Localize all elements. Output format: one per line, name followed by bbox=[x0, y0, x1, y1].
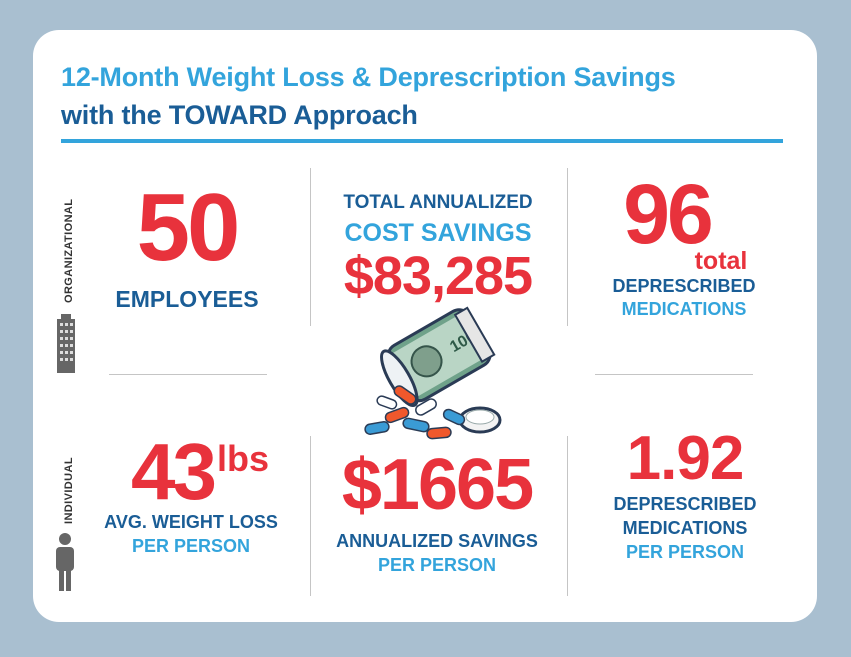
weight-loss-unit: lbs bbox=[217, 438, 270, 479]
pill-bottle-money-icon: 100 bbox=[364, 306, 502, 440]
total-savings-label-2: COST SAVINGS bbox=[344, 219, 532, 247]
individual-savings-label-2: PER PERSON bbox=[377, 555, 497, 575]
weight-loss-value: 43 bbox=[131, 427, 217, 516]
divider-vertical bbox=[567, 168, 568, 326]
title-divider bbox=[61, 139, 783, 143]
total-savings-value: $83,285 bbox=[343, 246, 533, 306]
total-savings-label-1: TOTAL ANNUALIZED bbox=[343, 192, 533, 213]
person-icon bbox=[56, 533, 74, 591]
total-meds-label-2: MEDICATIONS bbox=[621, 299, 747, 319]
title-line-2: with the TOWARD Approach bbox=[61, 100, 418, 130]
employees-value: 50 bbox=[136, 174, 241, 281]
divider-vertical bbox=[567, 436, 568, 596]
organizational-label: ORGANIZATIONAL bbox=[63, 198, 75, 303]
weight-loss-label-1: AVG. WEIGHT LOSS bbox=[104, 512, 278, 532]
individual-meds-value: 1.92 bbox=[626, 424, 745, 493]
infographic-card: 12-Month Weight Loss & Deprescription Sa… bbox=[33, 30, 817, 622]
individual-meds-label-2: MEDICATIONS bbox=[622, 518, 748, 538]
individual-meds-label-3: PER PERSON bbox=[625, 542, 745, 562]
individual-meds-label-1: DEPRESCRIBED bbox=[613, 494, 757, 514]
total-meds-label-1: DEPRESCRIBED bbox=[612, 276, 756, 296]
title-line-1: 12-Month Weight Loss & Deprescription Sa… bbox=[61, 62, 676, 92]
divider-horizontal bbox=[109, 374, 267, 375]
divider-vertical bbox=[310, 436, 311, 596]
total-meds-value: 96 bbox=[623, 167, 713, 261]
individual-savings-value: $1665 bbox=[341, 445, 534, 525]
individual-savings-label-1: ANNUALIZED SAVINGS bbox=[336, 531, 538, 551]
divider-horizontal bbox=[595, 374, 753, 375]
total-meds-suffix: total bbox=[694, 247, 748, 275]
divider-vertical bbox=[310, 168, 311, 326]
employees-label: EMPLOYEES bbox=[115, 286, 259, 312]
page-title: 12-Month Weight Loss & Deprescription Sa… bbox=[61, 58, 791, 134]
weight-loss-label-2: PER PERSON bbox=[131, 536, 251, 556]
individual-label: INDIVIDUAL bbox=[63, 457, 75, 524]
building-icon bbox=[57, 314, 75, 373]
